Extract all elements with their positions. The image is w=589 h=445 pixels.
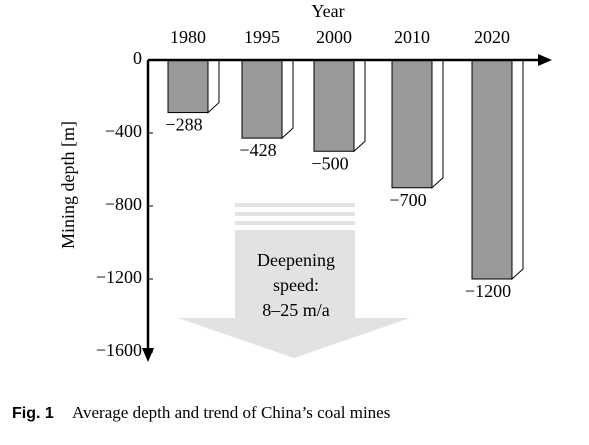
x-axis-arrow: [538, 54, 552, 66]
bar-side: [511, 59, 524, 281]
caption-label: Fig. 1: [12, 405, 54, 422]
x-tick-label: 1995: [244, 27, 280, 47]
value-label: −700: [389, 190, 426, 210]
value-label: −428: [239, 140, 276, 160]
y-tick-label: −400: [105, 121, 142, 141]
annotation: Deepening: [257, 250, 335, 270]
bar-side: [353, 59, 366, 153]
y-tick-label: −800: [105, 194, 142, 214]
x-tick-label: 2020: [474, 27, 510, 47]
x-tick-label: 2000: [316, 27, 352, 47]
value-label: −500: [311, 153, 348, 173]
y-tick-label: −1600: [96, 340, 142, 360]
x-axis-label: Year: [311, 1, 344, 21]
bar-side: [431, 59, 444, 189]
y-tick-label: 0: [133, 48, 142, 68]
trend-arrow: [178, 203, 410, 358]
x-tick-label: 1980: [170, 27, 206, 47]
y-axis-arrow: [142, 348, 154, 362]
bar: [241, 59, 283, 139]
value-label: −288: [165, 115, 202, 135]
caption-text: Average depth and trend of China’s coal …: [72, 403, 390, 422]
annotation: speed:: [273, 275, 319, 295]
y-tick-label: −1200: [96, 267, 142, 287]
bar: [391, 59, 433, 189]
bar: [471, 59, 513, 280]
x-tick-label: 2010: [394, 27, 430, 47]
y-axis-label: Mining depth [m]: [58, 121, 78, 249]
value-label: −1200: [465, 281, 511, 301]
bar: [313, 59, 355, 152]
bar-side: [207, 59, 220, 114]
annotation: 8–25 m/a: [262, 300, 330, 320]
bar: [167, 59, 209, 114]
bar-side: [281, 59, 294, 140]
